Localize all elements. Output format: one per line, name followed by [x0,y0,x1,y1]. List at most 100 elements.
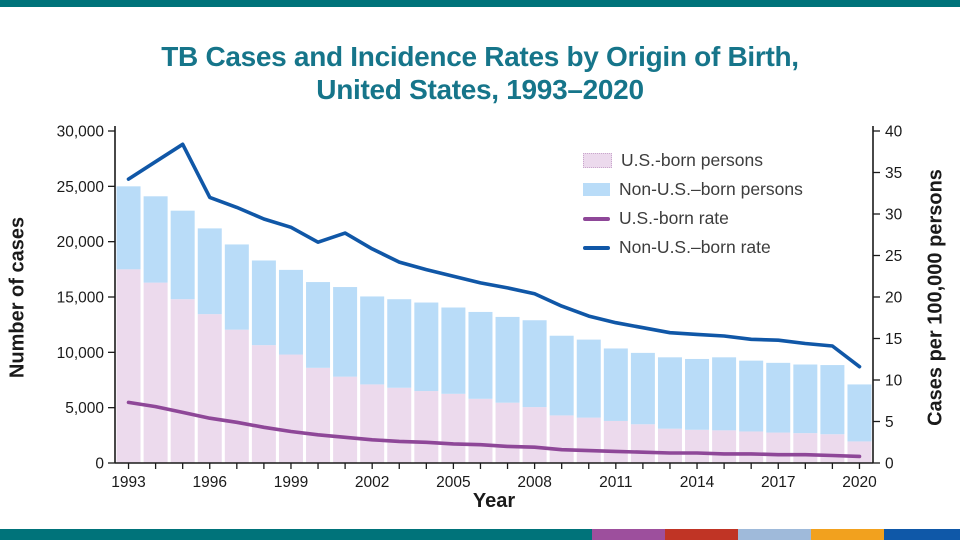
bar-non-us-born-1997 [224,244,249,330]
bar-non-us-born-2020 [847,384,872,442]
chart-legend: U.S.-born persons Non-U.S.–born persons … [583,146,803,262]
right-tick-label: 35 [885,165,902,182]
non-us-born-rate-line-icon [583,245,610,250]
bar-non-us-born-1994 [143,196,168,283]
us-born-rate-line-icon [583,216,610,221]
bar-us-born-1999 [278,354,303,463]
legend-label: U.S.-born persons [621,150,764,170]
top-accent-stripe [0,0,960,7]
bar-non-us-born-2008 [522,320,547,408]
bar-non-us-born-2015 [712,357,737,431]
x-tick-label: 2005 [436,474,470,491]
right-tick-label: 0 [885,456,894,473]
bar-us-born-2005 [441,393,466,463]
legend-label: Non-U.S.–born persons [619,179,803,199]
right-tick-label: 30 [885,207,903,224]
bar-non-us-born-1996 [197,228,222,315]
bar-us-born-2008 [522,407,547,463]
right-tick-label: 25 [885,248,902,265]
bar-us-born-2019 [820,434,845,463]
x-tick-label: 1999 [274,474,308,491]
bar-us-born-2000 [306,367,331,463]
bars-group [116,186,872,463]
footer-stripe-segment-lightblue [738,529,811,540]
chart-title-line2: United States, 1993–2020 [316,74,644,105]
bar-non-us-born-2017 [766,362,791,433]
bar-us-born-2020 [847,441,872,463]
bar-us-born-2017 [766,432,791,463]
bar-us-born-1994 [143,282,168,463]
bar-us-born-2007 [495,402,520,463]
bar-non-us-born-1995 [170,210,195,300]
ticks-group: 0 5,000 10,000 15,000 20,000 25,000 30,000 0 5 10… [57,124,903,492]
bar-us-born-2010 [576,417,601,463]
bar-us-born-1993 [116,269,141,463]
bar-us-born-2001 [333,376,358,463]
bar-non-us-born-2019 [820,365,845,435]
bar-non-us-born-1999 [278,269,303,355]
right-tick-label: 40 [885,124,903,141]
x-tick-label: 1996 [193,474,227,491]
bar-us-born-2003 [387,387,412,463]
bar-non-us-born-2001 [333,287,358,377]
legend-item-us-born-persons: U.S.-born persons [583,146,803,175]
left-tick-label: 30,000 [57,124,105,141]
bar-non-us-born-2000 [306,282,331,368]
right-tick-label: 5 [885,414,894,431]
y-axis-label-left: Number of cases [6,216,29,379]
left-tick-label: 0 [95,456,104,473]
bar-us-born-1995 [170,299,195,463]
right-tick-label: 15 [885,331,902,348]
bar-us-born-2006 [468,398,493,463]
bar-us-born-2014 [685,429,710,463]
y-axis-label-right: Cases per 100,000 persons [924,169,947,426]
us-born-rate-line [126,400,862,459]
bar-us-born-2016 [739,431,764,463]
bar-non-us-born-2007 [495,316,520,403]
legend-item-non-us-born-rate: Non-U.S.–born rate [583,233,803,262]
x-tick-label: 1993 [111,474,145,491]
bar-us-born-2012 [630,424,655,463]
bar-non-us-born-2013 [657,357,682,429]
left-tick-label: 5,000 [65,400,104,417]
x-tick-label: 2011 [599,474,632,491]
footer-stripe-segment-red [665,529,738,540]
bar-us-born-2013 [657,428,682,463]
legend-item-non-us-born-persons: Non-U.S.–born persons [583,175,803,204]
bar-non-us-born-2005 [441,307,466,394]
bar-non-us-born-1993 [116,186,141,270]
bar-us-born-1998 [251,345,276,463]
bar-us-born-1997 [224,329,249,463]
bar-non-us-born-2002 [360,296,385,385]
left-tick-label: 25,000 [57,179,105,196]
bar-non-us-born-2014 [685,358,710,430]
bar-non-us-born-2012 [630,352,655,425]
footer-stripe-segment-navy [884,529,960,540]
footer-stripe-segment-orange [811,529,884,540]
bar-us-born-2009 [549,415,574,463]
x-tick-label: 2002 [355,474,389,491]
left-tick-label: 10,000 [57,345,105,362]
bar-us-born-2018 [793,433,818,463]
footer-stripe-segment-teal [0,529,592,540]
footer-accent-stripe [0,529,960,540]
footer-stripe-segment-purple [592,529,665,540]
us-born-persons-swatch-icon [583,153,612,168]
bar-non-us-born-1998 [251,260,276,346]
x-tick-label: 2017 [761,474,795,491]
legend-label: U.S.-born rate [619,208,729,228]
chart-title: TB Cases and Incidence Rates by Origin o… [0,40,960,106]
bar-us-born-2015 [712,430,737,463]
bar-non-us-born-2009 [549,335,574,416]
non-us-born-rate-line [126,142,862,369]
x-tick-label: 2020 [842,474,877,491]
bar-non-us-born-2016 [739,360,764,432]
right-tick-label: 20 [885,290,903,307]
bar-non-us-born-2003 [387,299,412,388]
bar-us-born-2004 [414,391,439,463]
left-tick-label: 15,000 [57,290,105,307]
non-us-born-persons-swatch-icon [583,183,610,196]
legend-label: Non-U.S.–born rate [619,237,771,257]
